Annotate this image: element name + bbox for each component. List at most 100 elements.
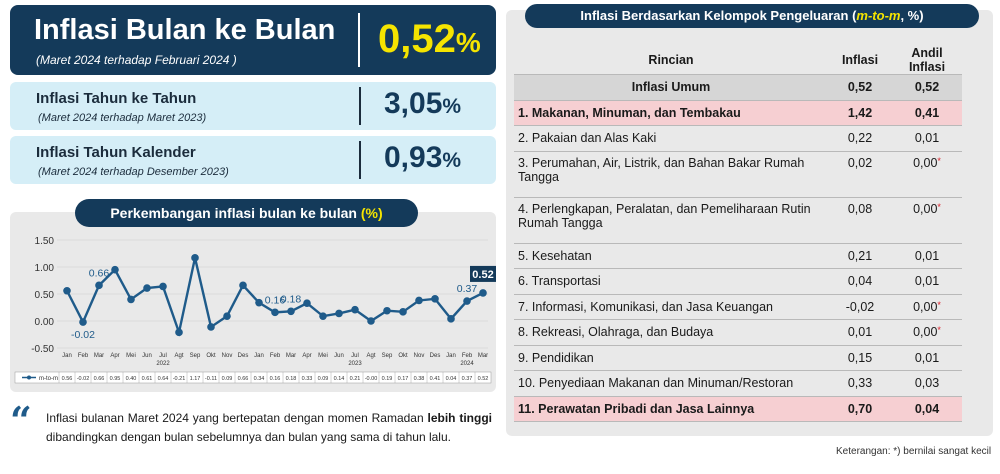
x-tick-label: Mar	[286, 353, 296, 359]
footnote: Keterangan: *) bernilai sangat kecil	[836, 446, 992, 457]
data-point	[79, 318, 87, 326]
table-cell-value: 0.19	[382, 376, 393, 382]
header-inflasi: Inflasi	[828, 46, 892, 75]
row-label: Inflasi Umum	[514, 74, 828, 101]
x-tick-label: Okt	[398, 353, 408, 359]
x-tick-label: Jan	[62, 353, 72, 359]
andil-value: 0,41	[914, 105, 940, 120]
y-tick-label: 1.50	[35, 236, 55, 247]
data-point	[255, 298, 263, 307]
table-header-row: Rincian Inflasi Andil Inflasi	[514, 46, 962, 75]
year-label: 2024	[460, 361, 474, 367]
data-point	[207, 323, 215, 331]
yoy-subtitle: (Maret 2024 terhadap Maret 2023)	[38, 112, 207, 124]
row-label: 6. Transportasi	[514, 268, 828, 295]
row-label: 9. Pendidikan	[514, 345, 828, 371]
x-tick-label: Feb	[78, 353, 89, 359]
mtm-title: Inflasi Bulan ke Bulan	[34, 14, 336, 46]
ytd-title: Inflasi Tahun Kalender	[36, 144, 196, 161]
x-tick-label: Nov	[414, 353, 425, 359]
x-tick-label: Nov	[222, 353, 233, 359]
andil-value: 0,00	[913, 155, 938, 170]
data-point	[143, 284, 151, 292]
row-label: 3. Perumahan, Air, Listrik, dan Bahan Ba…	[514, 151, 828, 198]
andil-value: 0,52	[914, 80, 940, 95]
row-inflasi: 0,01	[828, 319, 892, 346]
table-cell-value: 0.66	[94, 376, 105, 382]
data-point	[367, 317, 375, 325]
row-andil: 0,01	[892, 125, 962, 152]
data-point	[415, 296, 423, 305]
table-cell-value: 0.17	[398, 376, 409, 382]
data-label: 0.16	[265, 294, 286, 306]
table-cell-value: 0.52	[478, 376, 489, 382]
data-point	[399, 308, 407, 316]
row-label: 7. Informasi, Komunikasi, dan Jasa Keuan…	[514, 294, 828, 320]
table-row: 6. Transportasi 0,04 0,01	[514, 268, 962, 295]
data-point	[223, 312, 231, 320]
x-tick-label: Jan	[446, 353, 456, 359]
ytd-subtitle: (Maret 2024 terhadap Desember 2023)	[38, 166, 229, 178]
row-andil: 0,01	[892, 345, 962, 371]
x-tick-label: Feb	[270, 353, 281, 359]
row-inflasi: 0,52	[828, 74, 892, 101]
year-label: 2023	[348, 361, 362, 367]
table-row: 1. Makanan, Minuman, dan Tembakau 1,42 0,4…	[514, 100, 962, 126]
data-point	[303, 299, 311, 307]
chart-title: Perkembangan inflasi bulan ke bulan (%)	[75, 199, 418, 227]
table-cell-value: 0.40	[126, 376, 137, 382]
table-cell-value: -0.11	[205, 376, 217, 382]
expenditure-group-table: Rincian Inflasi Andil Inflasi Inflasi Um…	[514, 46, 962, 422]
table-cell-value: 0.18	[286, 376, 297, 382]
table-cell-value: 0.95	[110, 376, 121, 382]
data-point	[95, 281, 103, 290]
table-row: 2. Pakaian dan Alas Kaki 0,22 0,01	[514, 125, 962, 152]
x-tick-label: Mar	[94, 353, 104, 359]
asterisk-mark: *	[937, 299, 941, 310]
row-andil: 0,00*	[892, 151, 962, 198]
mtm-value: 0,52%	[378, 17, 481, 61]
row-inflasi: 1,42	[828, 100, 892, 126]
x-tick-label: Jun	[334, 353, 344, 359]
yoy-value: 3,05%	[384, 87, 462, 120]
x-tick-label: Sep	[190, 353, 201, 359]
row-inflasi: 0,21	[828, 243, 892, 269]
table-cell-value: 0.38	[414, 376, 425, 382]
row-inflasi: 0,15	[828, 345, 892, 371]
table-cell-value: 0.33	[302, 376, 313, 382]
legend-marker	[27, 375, 31, 380]
row-andil: 0,00*	[892, 319, 962, 346]
data-point	[63, 286, 71, 295]
divider	[358, 13, 360, 67]
x-tick-label: Apr	[110, 353, 119, 359]
data-point	[431, 295, 439, 303]
x-tick-label: Des	[238, 353, 249, 359]
table-cell-value: 0.37	[462, 376, 473, 382]
row-andil: 0,00*	[892, 197, 962, 244]
row-inflasi: 0,70	[828, 396, 892, 422]
table-cell-value: 0.21	[350, 376, 361, 382]
row-andil: 0,01	[892, 243, 962, 269]
row-andil: 0,52	[892, 74, 962, 101]
row-inflasi: 0,02	[828, 151, 892, 198]
x-tick-label: Mar	[478, 353, 488, 359]
andil-value: 0,00	[913, 299, 938, 314]
table-row: 11. Perawatan Pribadi dan Jasa Lainnya 0,…	[514, 396, 962, 422]
row-label: 2. Pakaian dan Alas Kaki	[514, 125, 828, 152]
table-cell-value: 0.04	[446, 376, 457, 382]
yoy-inflation-card: Inflasi Tahun ke Tahun (Maret 2024 terha…	[10, 82, 496, 130]
table-cell-value: 0.41	[430, 376, 441, 382]
header-rincian: Rincian	[514, 46, 828, 75]
x-tick-label: Mei	[318, 353, 328, 359]
data-point	[479, 289, 487, 297]
row-label: 1. Makanan, Minuman, dan Tembakau	[514, 100, 828, 126]
row-label: 5. Kesehatan	[514, 243, 828, 269]
table-row: 4. Perlengkapan, Peralatan, dan Pemeliha…	[514, 197, 962, 244]
table-row: 3. Perumahan, Air, Listrik, dan Bahan Ba…	[514, 151, 962, 198]
data-label: 0.52	[472, 269, 493, 281]
data-point	[159, 282, 167, 291]
row-label: 10. Penyediaan Makanan dan Minuman/Resto…	[514, 370, 828, 397]
andil-value: 0,00	[913, 201, 938, 216]
table-cell-value: 0.56	[62, 376, 73, 382]
quote-text: Inflasi bulanan Maret 2024 yang bertepat…	[46, 411, 492, 444]
